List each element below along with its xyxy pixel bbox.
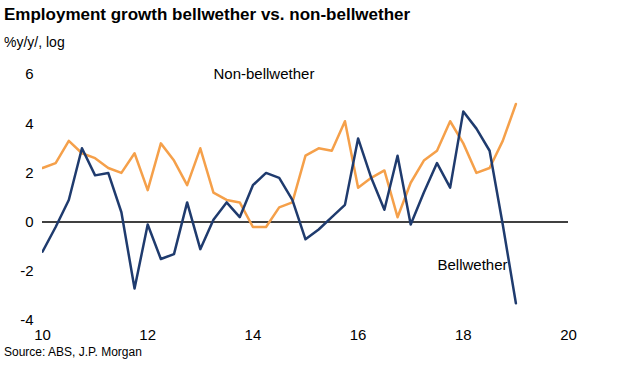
svg-text:18: 18: [455, 326, 472, 343]
svg-text:16: 16: [350, 326, 367, 343]
svg-text:-4: -4: [20, 311, 33, 328]
svg-text:0: 0: [25, 213, 33, 230]
svg-text:4: 4: [25, 115, 33, 132]
svg-text:6: 6: [25, 65, 33, 82]
html-text:Employment growth bellwether v: Employment growth bellwether vs. non-bel…: [4, 5, 411, 24]
svg-text:10: 10: [34, 326, 51, 343]
svg-text:20: 20: [560, 326, 577, 343]
html-text:%y/y/, log: %y/y/, log: [4, 34, 65, 50]
svg-text:Non-bellwether: Non-bellwether: [214, 65, 315, 82]
svg-text:2: 2: [25, 164, 33, 181]
svg-text:-2: -2: [20, 262, 33, 279]
html-text:Source: ABS, J.P. Morgan: Source: ABS, J.P. Morgan: [4, 345, 142, 359]
svg-text:14: 14: [245, 326, 262, 343]
svg-text:12: 12: [139, 326, 156, 343]
svg-text:Bellwether: Bellwether: [438, 256, 508, 273]
